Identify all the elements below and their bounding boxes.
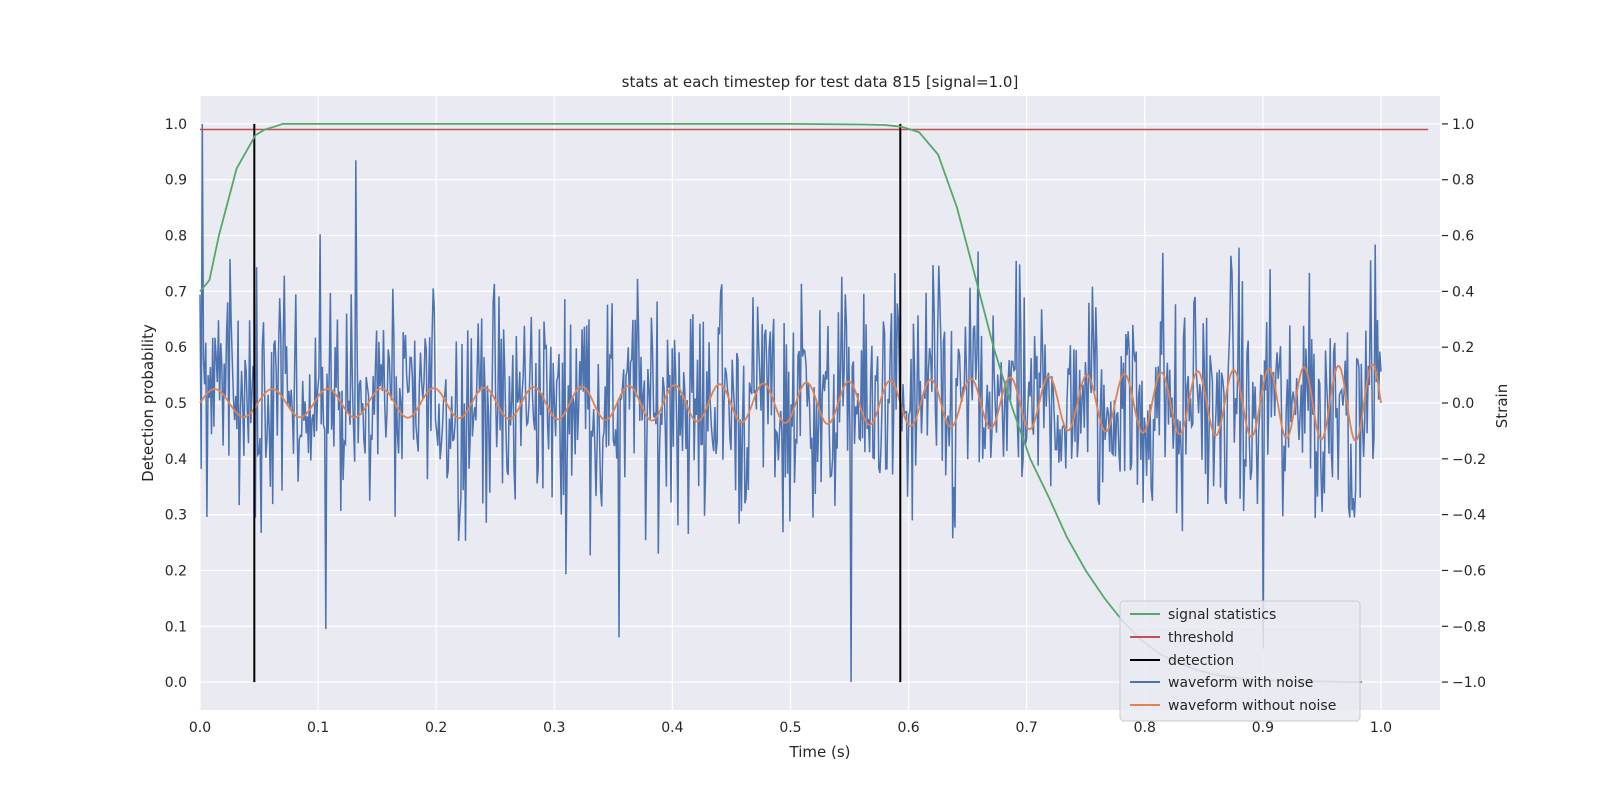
left-y-tick-label: 0.0 [165, 675, 187, 691]
left-y-tick-label: 0.5 [165, 396, 187, 412]
right-y-tick-label: 0.0 [1452, 396, 1474, 412]
right-y-tick-label: −0.2 [1452, 452, 1486, 468]
legend: signal statistics threshold detection wa… [1119, 600, 1361, 722]
right-y-tick-label: 0.4 [1452, 284, 1474, 300]
series-line-waveform-without-noise [199, 363, 1382, 443]
x-tick-label: 0.6 [897, 720, 919, 736]
legend-label-waveform-with-noise: waveform with noise [1168, 675, 1313, 691]
legend-label-detection: detection [1168, 653, 1234, 669]
left-y-axis-label: Detection probability [139, 324, 157, 482]
left-y-tick-label: 0.3 [165, 508, 187, 524]
right-y-tick-label: 1.0 [1452, 117, 1474, 133]
x-tick-label: 0.3 [543, 720, 565, 736]
x-tick-label: 0.0 [189, 720, 211, 736]
left-y-axis-ticks: 0.0 0.1 0.2 0.3 0.4 0.5 0.6 0.7 0.8 0.9 1.0 [165, 117, 187, 691]
right-y-tick-label: −0.6 [1452, 563, 1486, 579]
left-y-tick-label: 0.8 [165, 229, 187, 245]
legend-label-waveform-without-noise: waveform without noise [1168, 698, 1336, 714]
left-y-tick-label: 0.6 [165, 340, 187, 356]
left-y-tick-label: 0.1 [165, 619, 187, 635]
series-line-waveform-with-noise [199, 123, 1382, 683]
x-tick-label: 0.9 [1252, 720, 1274, 736]
left-y-tick-label: 0.4 [165, 452, 187, 468]
legend-box [1119, 600, 1361, 722]
x-tick-label: 0.8 [1134, 720, 1156, 736]
x-axis-label: Time (s) [789, 743, 851, 761]
left-y-tick-label: 0.7 [165, 284, 187, 300]
x-axis-ticks: 0.0 0.1 0.2 0.3 0.4 0.5 0.6 0.7 0.8 0.9 1.0 [189, 720, 1392, 736]
x-tick-label: 0.7 [1016, 720, 1038, 736]
x-tick-label: 0.1 [307, 720, 329, 736]
x-tick-label: 0.5 [779, 720, 801, 736]
right-y-axis-label: Strain [1493, 384, 1511, 428]
x-tick-label: 1.0 [1370, 720, 1392, 736]
x-tick-label: 0.4 [661, 720, 683, 736]
right-y-axis-ticks: −1.0 −0.8 −0.6 −0.4 −0.2 0.0 0.2 0.4 0.6 0.8 1.0 [1442, 117, 1486, 691]
left-y-tick-label: 1.0 [165, 117, 187, 133]
chart-title: stats at each timestep for test data 815… [622, 73, 1019, 91]
right-y-tick-label: 0.2 [1452, 340, 1474, 356]
left-y-tick-label: 0.2 [165, 563, 187, 579]
right-y-tick-label: 0.8 [1452, 173, 1474, 189]
legend-label-signal-statistics: signal statistics [1168, 607, 1276, 623]
left-y-tick-label: 0.9 [165, 173, 187, 189]
right-y-tick-label: −1.0 [1452, 675, 1486, 691]
x-tick-label: 0.2 [425, 720, 447, 736]
legend-label-threshold: threshold [1168, 630, 1234, 646]
right-y-tick-label: −0.4 [1452, 508, 1486, 524]
right-y-tick-label: 0.6 [1452, 229, 1474, 245]
right-y-tick-label: −0.8 [1452, 619, 1486, 635]
